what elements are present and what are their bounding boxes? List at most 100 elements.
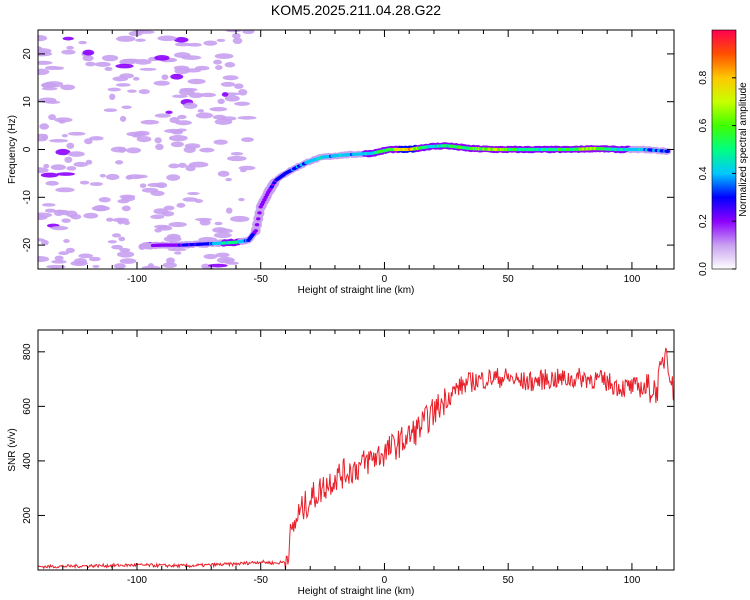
noise-blob (58, 251, 70, 256)
noise-blob (70, 213, 82, 220)
colorbar-tick-label: 0.2 (698, 214, 709, 228)
noise-blob (38, 34, 48, 42)
noise-blob (136, 30, 155, 34)
bottom-x-tick-label: 100 (624, 575, 641, 586)
noise-blob (183, 102, 198, 109)
noise-blob (112, 76, 129, 82)
noise-blob (121, 205, 131, 212)
noise-blob (199, 219, 211, 226)
noise-blob (195, 112, 214, 119)
noise-blob (42, 203, 56, 207)
noise-blob (118, 236, 126, 242)
noise-blob (104, 66, 113, 71)
top-x-tick-label: 50 (503, 274, 515, 285)
noise-blob (223, 258, 231, 262)
noise-blob (214, 118, 233, 125)
noise-blob (103, 108, 117, 113)
bottom-y-tick-label: 200 (22, 507, 33, 524)
noise-blob (67, 131, 86, 136)
noise-blob (66, 142, 75, 149)
noise-blob (215, 65, 223, 70)
noise-blob (214, 221, 223, 226)
noise-blob (107, 240, 117, 244)
noise-blob (208, 263, 228, 268)
noise-blob (209, 106, 228, 112)
top-x-tick-label: -100 (127, 274, 147, 285)
noise-blob (78, 253, 94, 259)
noise-blob (168, 222, 187, 228)
noise-blob (73, 258, 88, 265)
noise-blob (166, 257, 175, 264)
noise-blob (167, 248, 187, 252)
noise-blob (115, 83, 131, 87)
noise-blob (73, 161, 88, 168)
noise-blob (45, 180, 59, 186)
noise-blob (150, 190, 165, 197)
noise-blob (82, 49, 95, 56)
top-frame (37, 29, 675, 270)
noise-blob (221, 92, 229, 97)
noise-blob (111, 244, 123, 250)
noise-blob (241, 137, 254, 143)
noise-blob (147, 263, 154, 268)
noise-blob (38, 60, 53, 65)
noise-blob (176, 128, 187, 132)
snr-series (38, 347, 674, 570)
noise-blob (238, 197, 245, 202)
noise-blob (153, 80, 170, 86)
colorbar-label: Normalized spectral amplitude (738, 82, 749, 217)
noise-blob (224, 95, 240, 102)
noise-blob (150, 214, 165, 220)
noise-blob (154, 228, 162, 233)
noise-blob (41, 82, 54, 89)
noise-blob (126, 131, 146, 137)
noise-blob (50, 164, 66, 171)
noise-blob (225, 177, 232, 182)
colorbar-tick-label: 0.0 (698, 262, 709, 276)
noise-blob (213, 232, 232, 239)
noise-blob (89, 136, 104, 141)
noise-blob (214, 53, 234, 60)
noise-blob (119, 247, 131, 253)
noise-blob (222, 75, 239, 81)
noise-blob (134, 174, 148, 179)
noise-blob (187, 78, 206, 85)
noise-blob (216, 38, 226, 42)
noise-blob (187, 42, 202, 47)
noise-blob (119, 194, 136, 199)
spectrogram-cells (38, 30, 672, 269)
noise-blob (168, 163, 180, 169)
noise-blob (56, 172, 76, 176)
ridge-point (254, 223, 260, 227)
noise-blob (232, 37, 243, 44)
noise-blob (39, 123, 49, 130)
noise-blob (136, 135, 152, 143)
noise-blob (115, 160, 124, 165)
noise-blob (126, 147, 142, 154)
bottom-x-tick-label: 0 (382, 575, 388, 586)
noise-blob (155, 143, 164, 151)
noise-blob (225, 30, 242, 33)
noise-blob (88, 256, 101, 262)
noise-blob (132, 76, 140, 81)
noise-blob (174, 42, 191, 47)
bottom-frame (37, 329, 675, 571)
noise-blob (170, 141, 184, 148)
top-y-tick-label: 10 (22, 96, 33, 108)
noise-blob (237, 115, 257, 120)
noise-blob (61, 49, 76, 55)
noise-blob (55, 187, 75, 193)
noise-blob (139, 183, 147, 189)
noise-blob (62, 36, 74, 41)
bottom-y-tick-label: 800 (22, 343, 33, 360)
noise-blob (106, 217, 114, 222)
noise-blob (40, 239, 49, 246)
noise-blob (60, 84, 76, 91)
noise-blob (63, 239, 70, 244)
noise-blob (55, 148, 71, 156)
noise-blob (51, 259, 67, 264)
noise-blob (225, 207, 233, 214)
noise-blob (48, 114, 56, 121)
noise-blob (166, 174, 181, 181)
